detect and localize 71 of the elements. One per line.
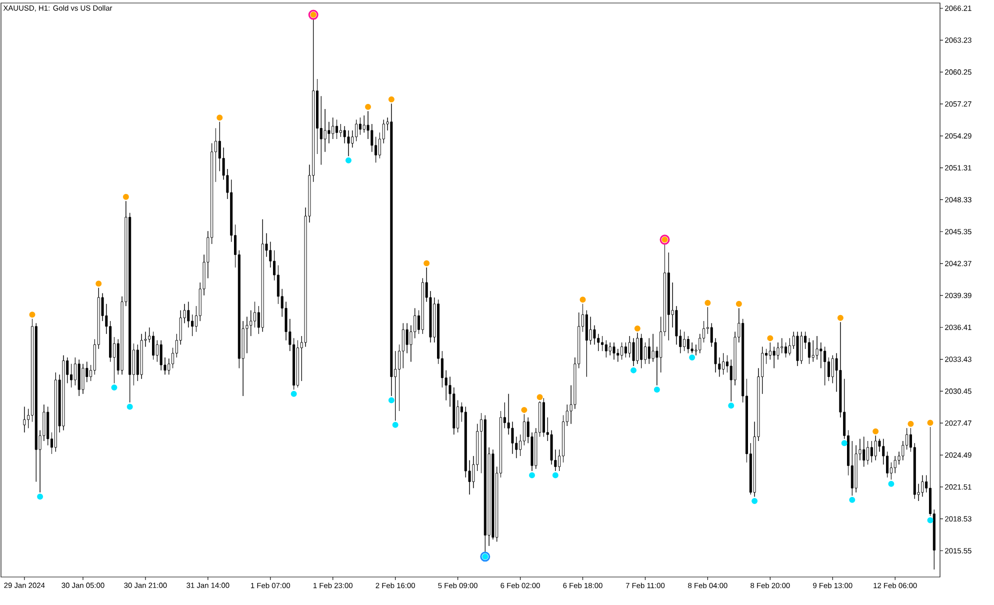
- candlestick: [812, 340, 814, 362]
- candlestick: [866, 440, 870, 465]
- candlestick: [347, 130, 350, 156]
- point: [849, 496, 856, 503]
- point: [630, 367, 637, 374]
- candlestick: [686, 336, 690, 354]
- point: [216, 114, 223, 121]
- point: [424, 260, 430, 266]
- point: [767, 335, 774, 342]
- point: [927, 420, 934, 426]
- candlestick: [612, 342, 616, 360]
- point: [888, 480, 894, 487]
- candlestick: [608, 342, 612, 356]
- candlestick: [140, 334, 143, 380]
- candlestick: [772, 346, 776, 368]
- point: [736, 300, 742, 307]
- point: [580, 296, 586, 303]
- candlestick: [23, 406, 26, 433]
- candlestick: [722, 352, 725, 375]
- point: [552, 472, 558, 478]
- point: [654, 386, 660, 393]
- candlestick: [620, 342, 624, 360]
- point: [634, 326, 640, 332]
- candlestick: [296, 340, 299, 388]
- candlestick: [82, 364, 84, 394]
- point: [841, 440, 848, 446]
- point: [365, 104, 372, 110]
- candlestick: [604, 340, 608, 358]
- candlestick: [800, 332, 803, 364]
- point: [521, 406, 528, 413]
- point: [29, 312, 36, 318]
- candlestick: [784, 342, 788, 358]
- point: [388, 397, 394, 404]
- point: [908, 420, 914, 427]
- candlestick: [648, 338, 650, 364]
- point: [111, 384, 118, 390]
- candlestick: [683, 332, 686, 352]
- point: [392, 422, 398, 428]
- point: [704, 300, 711, 306]
- point: [126, 404, 133, 410]
- candlestick: [862, 436, 866, 467]
- candlestick: [542, 398, 545, 437]
- point: [689, 354, 696, 360]
- point: [388, 96, 394, 102]
- candlestick: [261, 219, 264, 332]
- point: [529, 472, 535, 478]
- candlestick: [640, 334, 643, 368]
- point: [290, 390, 297, 397]
- candlestick: [62, 355, 65, 431]
- point: [728, 402, 734, 409]
- candlestick: [54, 372, 57, 452]
- candlestick: [160, 340, 162, 371]
- candlestick: [152, 332, 155, 360]
- candlestick: [484, 415, 486, 553]
- candlestick: [78, 359, 80, 396]
- point: [37, 494, 44, 500]
- point: [536, 394, 543, 400]
- candlestick: [336, 119, 338, 140]
- candlestick: [636, 332, 639, 364]
- point: [752, 498, 758, 504]
- candlestick: [874, 435, 877, 461]
- candlestick: [332, 117, 334, 140]
- point: [837, 314, 844, 321]
- point: [927, 517, 934, 524]
- point: [345, 157, 352, 164]
- candlestick: [796, 332, 799, 366]
- point: [96, 280, 102, 287]
- point: [122, 194, 129, 200]
- point: [872, 428, 879, 434]
- candlestick: [824, 346, 826, 386]
- candlestick: [921, 475, 924, 497]
